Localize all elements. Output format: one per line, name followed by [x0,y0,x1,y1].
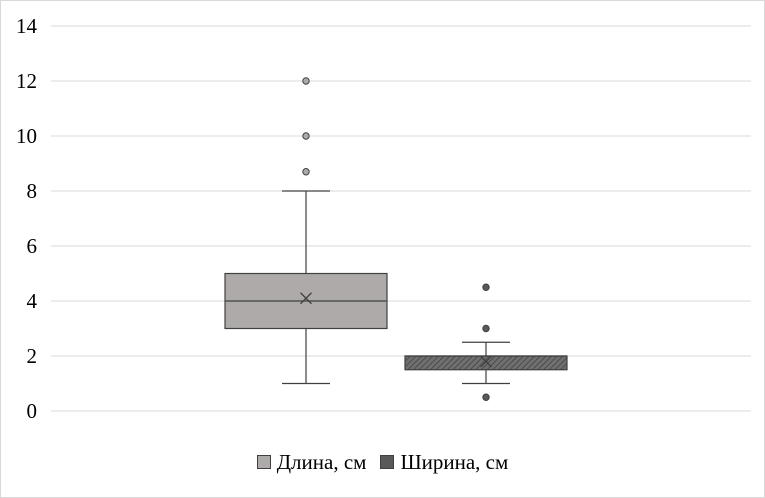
iqr-box [404,355,568,371]
outlier-point [482,393,490,401]
mean-marker [480,355,492,368]
outlier-point [482,283,490,291]
y-tick-label: 14 [16,14,38,38]
box-series-length [224,77,388,385]
y-tick-label: 12 [16,69,37,93]
y-tick-label: 10 [16,124,37,148]
y-tick-label: 2 [27,344,38,368]
legend-swatch-length [256,455,271,469]
legend-item-width: Ширина, см [380,450,508,475]
y-tick-label: 8 [27,179,38,203]
legend-swatch-width [380,455,395,469]
outlier-point [302,132,310,140]
outlier-point [482,324,490,333]
legend: Длина, см Ширина, см [1,448,764,476]
legend-label-length: Длина, см [276,449,367,474]
outlier-point [302,168,310,176]
y-tick-label: 0 [27,399,38,423]
outlier-point [302,77,310,85]
legend-item-length: Длина, см [256,449,367,475]
y-tick-label: 4 [27,289,38,313]
mean-marker [300,292,312,305]
box-series-width [404,283,568,401]
box-plot: 0 2 4 6 8 10 12 14 [16,14,751,423]
y-tick-label: 6 [27,234,38,258]
legend-label-width: Ширина, см [400,449,509,474]
